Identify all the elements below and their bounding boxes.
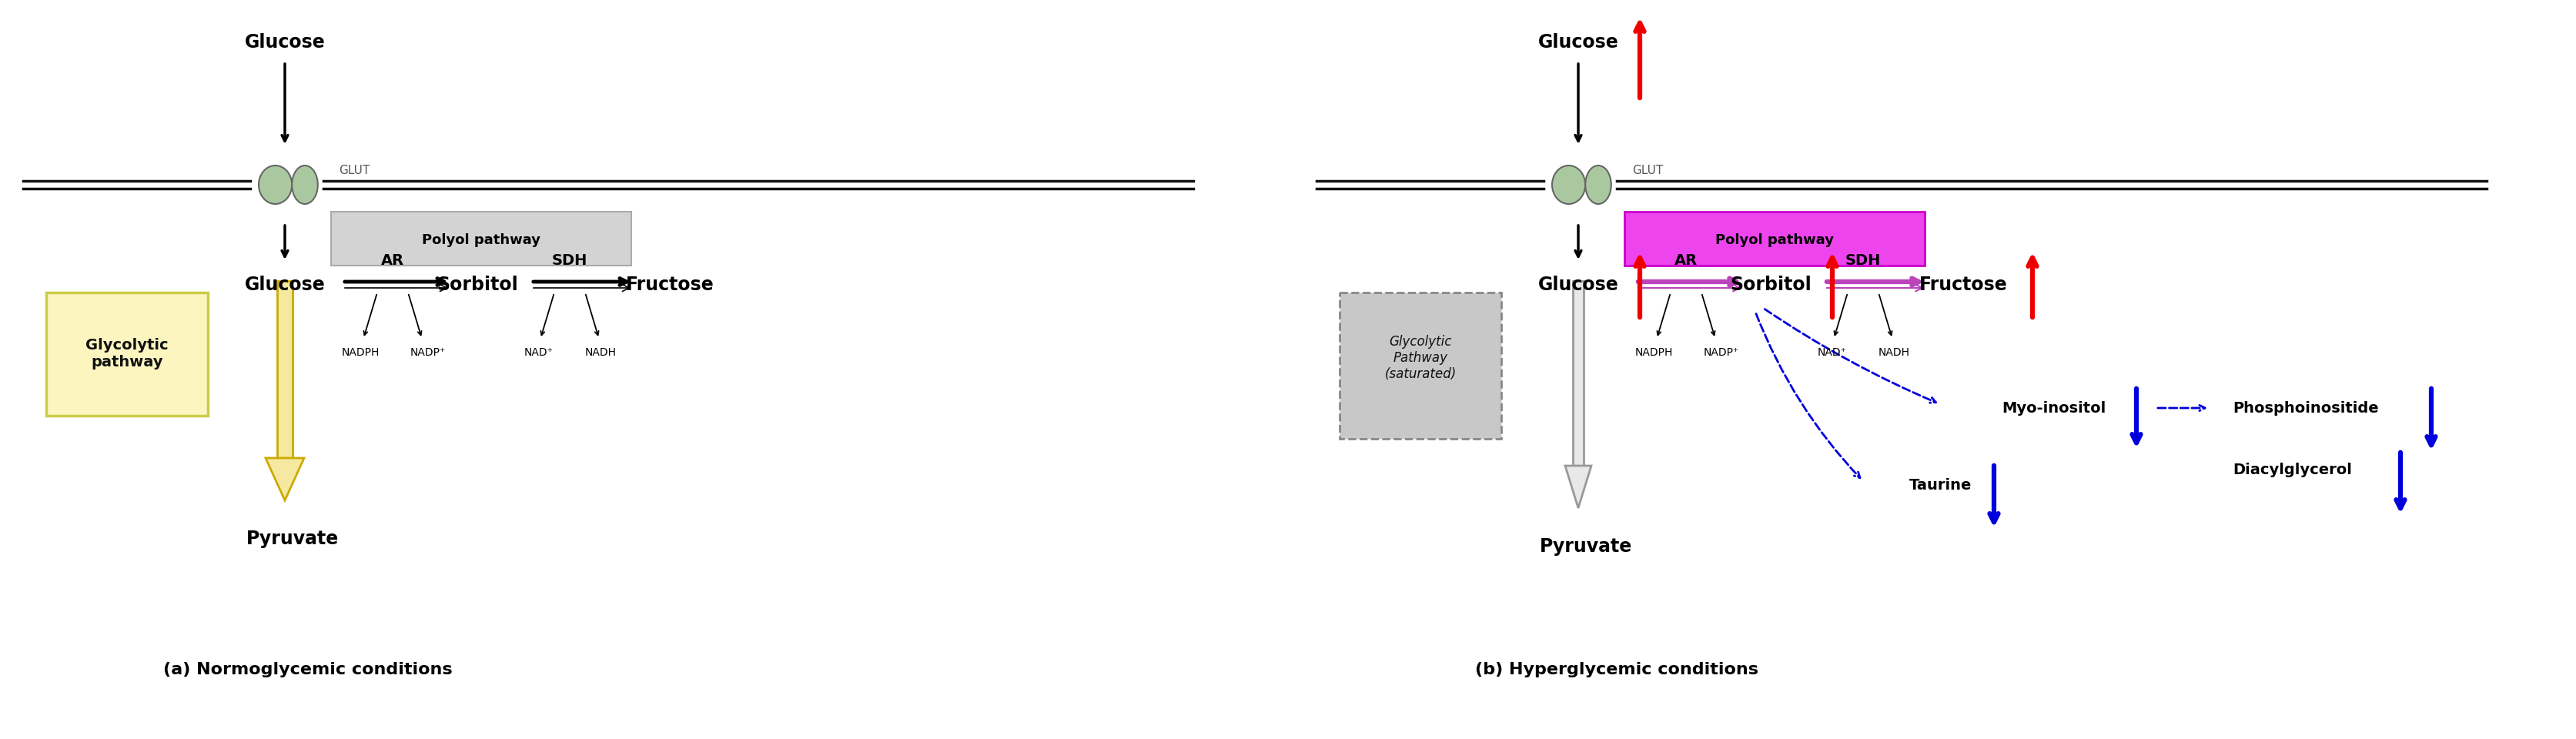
Text: Sorbitol: Sorbitol: [1731, 276, 1811, 294]
Text: Pyruvate: Pyruvate: [247, 530, 340, 548]
FancyBboxPatch shape: [1574, 281, 1584, 466]
Text: SDH: SDH: [1844, 253, 1880, 268]
Ellipse shape: [1584, 166, 1610, 204]
Text: Glycolytic
pathway: Glycolytic pathway: [85, 338, 167, 370]
Ellipse shape: [258, 166, 291, 204]
Ellipse shape: [291, 166, 317, 204]
Text: NADPH: NADPH: [1636, 347, 1672, 358]
Text: SDH: SDH: [551, 253, 587, 268]
Text: Glucose: Glucose: [245, 33, 325, 52]
Text: NADP⁺: NADP⁺: [1703, 347, 1739, 358]
Ellipse shape: [1553, 166, 1584, 204]
Text: Pyruvate: Pyruvate: [1540, 537, 1633, 556]
FancyBboxPatch shape: [1625, 211, 1924, 265]
Text: NADPH: NADPH: [340, 347, 379, 358]
Text: Phosphoinositide: Phosphoinositide: [2233, 401, 2378, 415]
Text: Sorbitol: Sorbitol: [435, 276, 518, 294]
Text: NADH: NADH: [1878, 347, 1909, 358]
Text: Glycolytic
Pathway
(saturated): Glycolytic Pathway (saturated): [1383, 335, 1455, 381]
Text: Fructose: Fructose: [1919, 276, 2007, 294]
Text: NAD⁺: NAD⁺: [526, 347, 554, 358]
Text: AR: AR: [381, 253, 404, 268]
Polygon shape: [1566, 466, 1592, 508]
FancyBboxPatch shape: [1340, 293, 1502, 439]
Text: NAD⁺: NAD⁺: [1819, 347, 1847, 358]
Text: Glucose: Glucose: [1538, 276, 1618, 294]
Text: (a) Normoglycemic conditions: (a) Normoglycemic conditions: [162, 662, 453, 678]
FancyBboxPatch shape: [278, 281, 294, 458]
Text: Diacylglycerol: Diacylglycerol: [2233, 463, 2352, 477]
Polygon shape: [265, 458, 304, 500]
FancyBboxPatch shape: [332, 211, 631, 265]
Text: Taurine: Taurine: [1909, 477, 1973, 492]
Text: GLUT: GLUT: [1633, 165, 1664, 177]
Text: Glucose: Glucose: [1538, 33, 1618, 52]
Text: Polyol pathway: Polyol pathway: [1716, 234, 1834, 247]
Text: (b) Hyperglycemic conditions: (b) Hyperglycemic conditions: [1476, 662, 1759, 678]
Text: AR: AR: [1674, 253, 1698, 268]
Text: Myo-inositol: Myo-inositol: [2002, 401, 2105, 415]
Text: GLUT: GLUT: [337, 165, 368, 177]
Text: NADP⁺: NADP⁺: [410, 347, 446, 358]
Text: Polyol pathway: Polyol pathway: [422, 234, 541, 247]
Text: Fructose: Fructose: [626, 276, 714, 294]
Text: Glucose: Glucose: [245, 276, 325, 294]
Text: NADH: NADH: [585, 347, 616, 358]
FancyBboxPatch shape: [46, 293, 209, 415]
